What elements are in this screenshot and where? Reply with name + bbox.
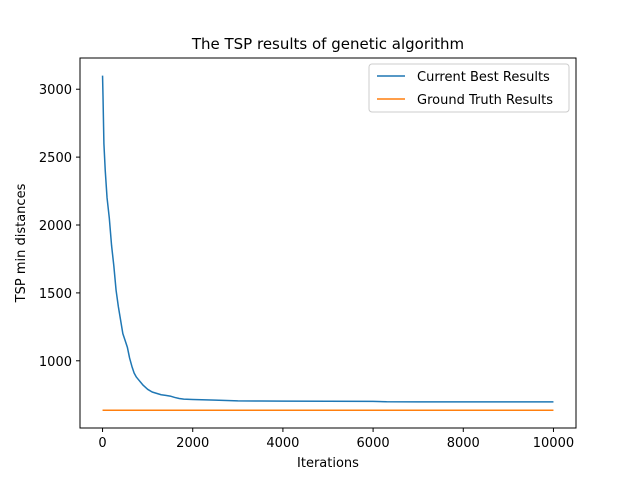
series-layer (101, 75, 554, 411)
legend-label-1: Current Best Results (417, 70, 550, 85)
y-axis: 1000 1500 2000 2500 3000 (39, 83, 80, 370)
y-tick-label: 1500 (39, 287, 72, 302)
y-axis-label: TSP min distances (14, 183, 29, 303)
x-tick-label: 4000 (266, 436, 299, 451)
x-tick-label: 2000 (176, 436, 209, 451)
x-tick-label: 10000 (533, 436, 574, 451)
x-tick-label: 0 (98, 436, 106, 451)
x-tick-label: 6000 (357, 436, 390, 451)
legend-box (368, 63, 570, 113)
legend: Current Best Results Ground Truth Results (368, 63, 570, 113)
series-line-1 (101, 75, 554, 403)
x-tick-label: 8000 (447, 436, 480, 451)
y-tick-label: 3000 (39, 83, 72, 98)
plot-frame (79, 57, 577, 429)
y-tick-label: 2000 (39, 219, 72, 234)
x-axis: 0 2000 4000 6000 8000 10000 (98, 428, 574, 451)
y-tick-label: 1000 (39, 355, 72, 370)
x-axis-label: Iterations (297, 456, 359, 471)
chart-title: The TSP results of genetic algorithm (191, 35, 464, 53)
legend-label-2: Ground Truth Results (417, 93, 553, 108)
y-tick-label: 2500 (39, 151, 72, 166)
